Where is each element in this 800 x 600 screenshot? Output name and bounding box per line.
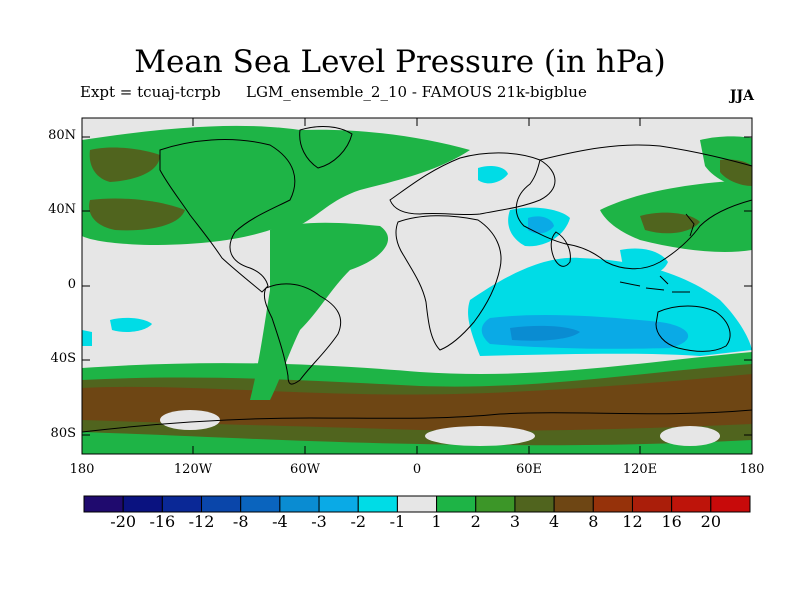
colorbar-label: 1 <box>431 512 442 531</box>
lat-label: 80N <box>48 128 76 143</box>
map-title: Mean Sea Level Pressure (in hPa) <box>134 44 666 80</box>
lon-label: 120E <box>622 462 658 477</box>
lat-label: 40N <box>48 202 76 217</box>
colorbar-swatch <box>122 495 163 513</box>
colorbar-label: 8 <box>588 512 599 531</box>
lat-label: 0 <box>67 277 76 292</box>
lon-label: 60W <box>290 462 320 477</box>
lon-label: 60E <box>515 462 543 477</box>
colorbar-label: 4 <box>549 512 560 531</box>
colorbar-label: 20 <box>700 512 721 531</box>
colorbar-label: -4 <box>272 512 288 531</box>
lon-label: 0 <box>412 462 422 477</box>
colorbar-swatch <box>318 495 359 513</box>
colorbar-label: 2 <box>470 512 481 531</box>
colorbar-label: -12 <box>188 512 215 531</box>
east-pacific-cyan-region <box>82 330 92 346</box>
lat-ticks <box>82 136 752 436</box>
lat-label: 40S <box>50 351 76 366</box>
colorbar-swatch <box>631 495 673 513</box>
colorbar-label: -2 <box>350 512 367 531</box>
neutral-patch-south-1 <box>160 410 220 430</box>
lat-label: 80S <box>50 426 76 441</box>
colorbar-swatch <box>592 495 633 513</box>
japan-coast <box>685 213 695 237</box>
africa-coast <box>395 215 502 351</box>
siberia-cyan-region <box>478 166 508 184</box>
colorbar-swatch <box>83 495 124 513</box>
colorbar-label: 3 <box>509 512 521 531</box>
atlantic-green-region <box>250 222 389 400</box>
colorbar-swatch <box>475 495 516 513</box>
antarctica-coast <box>81 409 753 433</box>
india-coast <box>550 231 571 267</box>
europe-coast <box>389 152 556 216</box>
neutral-patch-south-3 <box>660 426 720 446</box>
northeast-asia-olive-region <box>720 159 752 186</box>
colorbar-swatch <box>710 495 751 513</box>
colorbar-label: -16 <box>149 512 176 531</box>
greenland-coast <box>299 126 353 169</box>
lon-label: 180 <box>739 462 765 477</box>
lon-ticks <box>192 118 641 454</box>
colorbar-swatch <box>671 495 712 513</box>
colorbar-label: -20 <box>110 512 137 531</box>
colorbar-label: 16 <box>661 512 682 531</box>
colorbar-label: -1 <box>389 512 406 531</box>
central-asia-olive-region <box>640 212 700 234</box>
lon-label: 120W <box>173 462 213 477</box>
colorbar-swatch <box>240 495 281 513</box>
anomaly-fields <box>82 125 752 454</box>
south-pacific-cyan-region <box>110 317 152 332</box>
colorbar-swatch <box>514 495 555 513</box>
colorbar-swatch <box>436 495 477 513</box>
southern-ocean-brown-band <box>82 374 752 431</box>
north-pacific-olive-region <box>89 198 185 231</box>
australia-coast <box>655 305 731 352</box>
colorbar-swatch <box>553 495 594 513</box>
colorbar-label: -3 <box>311 512 327 531</box>
experiment-id: Expt = tcuaj-tcrpb <box>80 83 221 101</box>
indonesia-coast <box>619 275 690 293</box>
coastlines <box>81 126 753 433</box>
colorbar-swatch <box>201 495 242 513</box>
south-america-coast <box>263 283 342 385</box>
experiment-name: LGM_ensemble_2_10 - FAMOUS 21k-bigblue <box>246 83 587 101</box>
asia-coast <box>515 144 753 270</box>
colorbar-swatch <box>357 495 398 513</box>
north-america-coast <box>159 139 296 293</box>
neutral-patch-south-2 <box>425 426 535 446</box>
colorbar <box>83 495 751 513</box>
south-asia-blue-region <box>528 216 554 234</box>
colorbar-label: -8 <box>232 512 249 531</box>
lon-label: 180 <box>69 462 95 477</box>
colorbar-swatch <box>279 495 320 513</box>
colorbar-swatch <box>161 495 203 513</box>
indian-ocean-deep-blue-region <box>510 325 580 341</box>
season-label: JJA <box>729 88 754 104</box>
arctic-olive-region <box>89 147 160 182</box>
colorbar-label: 12 <box>622 512 643 531</box>
colorbar-swatch <box>396 495 438 513</box>
